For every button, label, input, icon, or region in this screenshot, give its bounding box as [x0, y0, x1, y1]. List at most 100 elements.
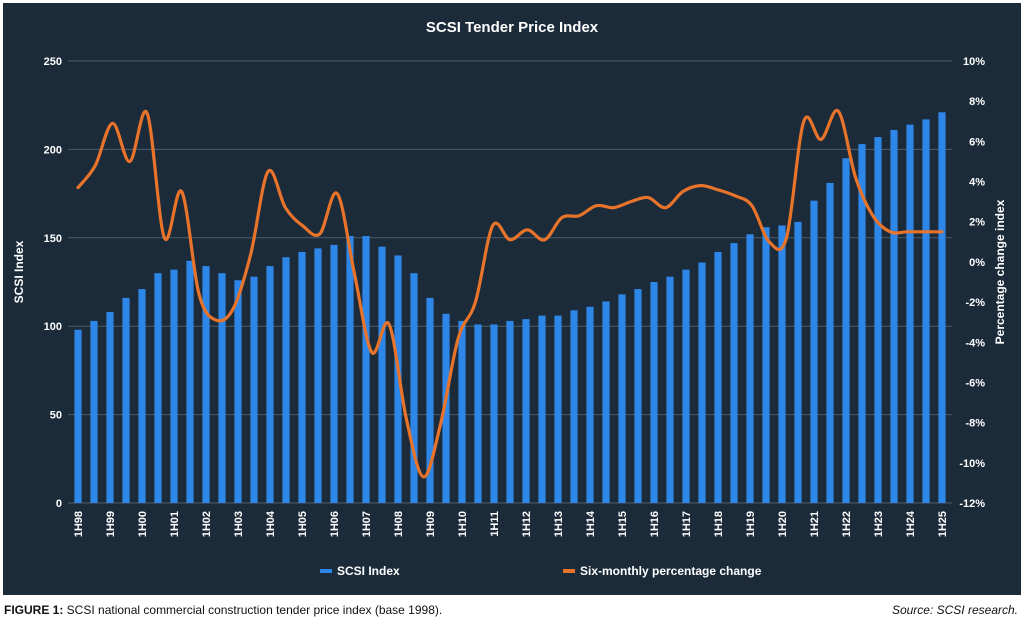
index-bar: [570, 310, 578, 503]
index-bar: [602, 301, 610, 503]
left-tick-label: 100: [44, 321, 62, 333]
index-bar: [650, 282, 658, 503]
legend-line-swatch: [563, 569, 575, 573]
legend-bar-label: SCSI Index: [337, 564, 400, 578]
left-tick-label: 50: [50, 410, 62, 422]
index-bar: [106, 312, 114, 503]
index-bar: [218, 273, 226, 503]
index-bar: [90, 320, 98, 503]
right-tick-label: -4%: [965, 337, 985, 349]
figure-caption-text: SCSI national commercial construction te…: [63, 603, 443, 617]
x-tick-label: 1H98: [73, 511, 85, 537]
index-bar: [458, 320, 466, 503]
index-bar: [362, 236, 370, 504]
x-tick-label: 1H19: [745, 511, 757, 537]
index-bar: [618, 294, 626, 503]
x-tick-label: 1H18: [713, 511, 725, 537]
index-bar: [810, 200, 818, 503]
x-tick-label: 1H22: [841, 511, 853, 537]
index-bar: [698, 262, 706, 503]
x-tick-label: 1H05: [297, 511, 309, 537]
legend-bar-swatch: [320, 569, 332, 573]
index-bar: [890, 129, 898, 503]
index-bar: [250, 276, 258, 503]
right-axis-title: Percentage change index: [993, 199, 1007, 344]
left-tick-label: 200: [44, 144, 62, 156]
index-bar: [714, 251, 722, 503]
index-bar: [266, 266, 274, 503]
right-tick-label: 8%: [969, 96, 985, 108]
legend-line-label: Six-monthly percentage change: [580, 564, 762, 578]
index-bar: [170, 269, 178, 503]
x-tick-label: 1H13: [553, 511, 565, 537]
left-axis-title: SCSI Index: [12, 240, 26, 303]
right-tick-label: 2%: [969, 217, 985, 229]
index-bar: [762, 227, 770, 503]
x-tick-label: 1H20: [777, 511, 789, 537]
index-bar: [314, 248, 322, 503]
index-bar: [538, 315, 546, 503]
right-tick-label: 0%: [969, 257, 985, 269]
index-bar: [522, 319, 530, 503]
x-tick-label: 1H12: [521, 511, 533, 537]
x-tick-label: 1H08: [393, 511, 405, 537]
right-tick-label: 4%: [969, 177, 985, 189]
right-tick-label: -2%: [965, 297, 985, 309]
x-tick-label: 1H16: [649, 511, 661, 537]
right-tick-label: 10%: [963, 56, 985, 68]
index-bar: [778, 225, 786, 503]
figure-label: FIGURE 1:: [4, 603, 64, 617]
figure-caption: FIGURE 1: SCSI national commercial const…: [4, 603, 442, 617]
index-bar: [202, 266, 210, 503]
index-bar: [394, 255, 402, 503]
x-tick-label: 1H00: [137, 511, 149, 537]
left-axis: 0 50 100 150 200 250: [44, 56, 62, 510]
right-axis: -12% -10% -8% -6% -4% -2% 0% 2% 4% 6% 8% 10%: [959, 56, 985, 510]
x-tick-label: 1H11: [489, 511, 501, 537]
chart-title: SCSI Tender Price Index: [426, 19, 599, 36]
x-tick-label: 1H24: [905, 510, 917, 537]
left-tick-label: 250: [44, 56, 62, 68]
x-tick-label: 1H15: [617, 511, 629, 537]
index-bar: [474, 324, 482, 503]
index-bar: [298, 251, 306, 503]
x-tick-label: 1H03: [233, 511, 245, 537]
index-bar: [922, 119, 930, 504]
left-tick-label: 0: [56, 498, 62, 510]
index-bar: [74, 329, 82, 503]
left-tick-label: 150: [44, 233, 62, 245]
x-tick-label: 1H25: [937, 511, 949, 537]
index-bar: [794, 221, 802, 503]
line-series: [76, 108, 944, 479]
index-bar: [746, 234, 754, 503]
x-tick-label: 1H07: [361, 511, 373, 537]
index-bar: [826, 182, 834, 503]
x-tick-label: 1H17: [681, 511, 693, 537]
index-bar: [442, 313, 450, 503]
right-tick-label: -10%: [959, 458, 985, 470]
index-bar: [410, 273, 418, 503]
index-bar: [682, 269, 690, 503]
index-bar: [234, 280, 242, 503]
percentage-change-line: [76, 108, 944, 479]
index-bar: [378, 246, 386, 503]
x-tick-label: 1H99: [105, 511, 117, 537]
index-bar: [330, 244, 338, 503]
x-tick-label: 1H04: [265, 510, 277, 537]
index-bar: [906, 124, 914, 503]
bar-series: [74, 112, 946, 504]
index-bar: [586, 306, 594, 503]
index-bar: [138, 289, 146, 503]
x-tick-label: 1H06: [329, 511, 341, 537]
index-bar: [426, 297, 434, 503]
x-axis: 1H98 1H99 1H00 1H01 1H02 1H03 1H04 1H05 1H06 1H07…: [73, 510, 949, 537]
x-tick-label: 1H02: [201, 511, 213, 537]
index-bar: [186, 260, 194, 503]
x-tick-label: 1H14: [585, 510, 597, 537]
source-note: Source: SCSI research.: [891, 603, 1018, 617]
right-tick-label: -6%: [965, 377, 985, 389]
index-bar: [874, 137, 882, 504]
right-tick-label: 6%: [969, 136, 985, 148]
index-bar: [506, 320, 514, 503]
index-bar: [730, 243, 738, 503]
